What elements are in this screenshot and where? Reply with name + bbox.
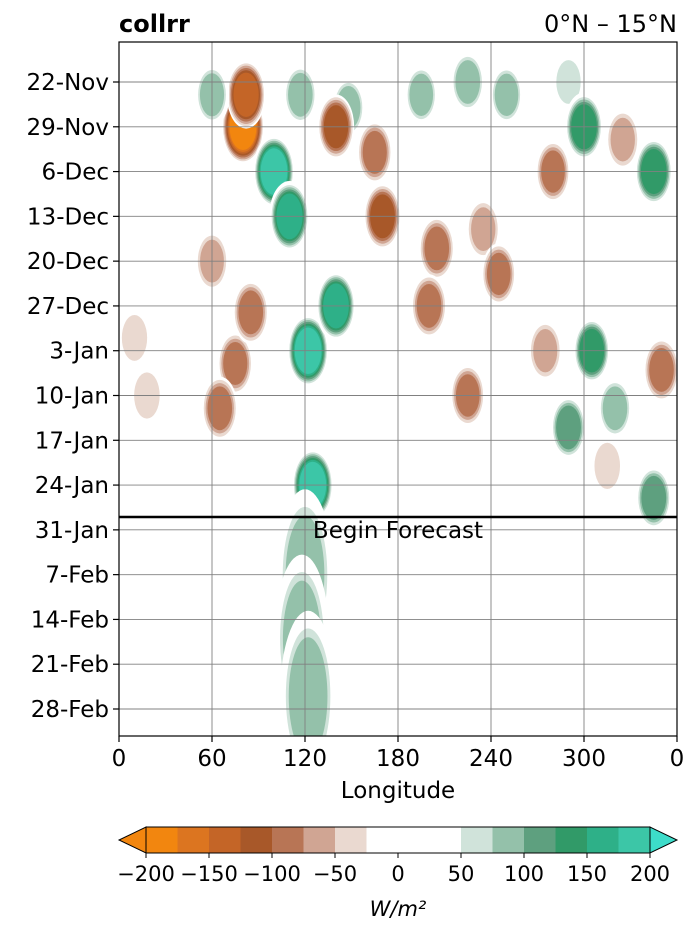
x-tick-label-1: 60 [197,746,226,772]
anomaly-blob-42-level-3 [288,637,328,736]
anomaly-blob-12-level-3 [362,130,387,174]
colorbar-segment-14 [587,827,619,853]
colorbar-tick-label-0: −200 [117,862,175,886]
colorbar-tick-label-4: 0 [391,862,404,886]
anomaly-blob-27-level-3 [223,341,248,386]
colorbar-segment-9 [429,827,462,853]
anomaly-blob-14-level-3 [409,73,434,116]
colorbar-tick-label-6: 100 [504,862,544,886]
x-tick-label-4: 240 [469,746,513,772]
colorbar-segment-2 [209,827,241,853]
anomaly-blob-30-level-1 [121,315,148,361]
anomaly-blob-28-level-3 [238,290,264,335]
colorbar-segment-3 [240,827,273,853]
colorbar-segment-1 [177,827,210,853]
y-tick-label-7: 10-Jan [35,384,109,410]
colorbar-segment-15 [618,827,651,853]
colorbar: −200 −150 −100 −50 0 50 100 150 200 [117,826,679,886]
colorbar-tick-label-2: −100 [243,862,301,886]
x-tick-label-2: 120 [283,746,327,772]
anomaly-blob-25-level-3 [486,252,511,296]
y-tick-label-13: 21-Feb [31,652,109,678]
x-tick-label-6: 0 [670,746,685,772]
anomaly-blob-29-level-3 [207,386,233,431]
colorbar-tick-label-7: 150 [567,862,607,886]
anomaly-blob-36-level-3 [602,386,628,431]
y-tick-label-11: 7-Feb [45,563,109,589]
anomaly-blob-39-level-4 [641,475,667,520]
colorbar-segment-7 [366,827,399,853]
anomaly-blob-23-level-2 [471,207,496,252]
colorbar-segment-0 [146,827,178,853]
colorbar-tick-label-8: 200 [630,862,670,886]
anomaly-blob-35-level-4 [556,405,581,450]
x-tick-label-3: 180 [376,746,420,772]
colorbar-segment-11 [492,827,525,853]
y-tick-label-4: 20-Dec [27,249,109,275]
colorbar-segment-8 [398,827,430,853]
forecast-label: Begin Forecast [313,518,483,544]
y-tick-label-2: 6-Dec [42,160,109,186]
chart-region-label: 0°N – 15°N [544,10,677,38]
colorbar-segment-6 [335,827,367,853]
anomaly-blob-45-level-1 [447,506,488,631]
colorbar-tick-label-1: −150 [180,862,238,886]
forecast-marker: Begin Forecast [119,515,677,544]
anomaly-blob-47-level-0 [428,622,476,736]
x-tick-label-5: 300 [562,746,606,772]
y-tick-label-6: 3-Jan [49,339,109,365]
y-tick-label-3: 13-Dec [27,204,109,230]
anomaly-blob-20-level-2 [610,117,635,162]
grid [119,42,677,736]
colorbar-label: W/m² [370,897,427,921]
anomaly-blob-22-level-3 [424,226,450,271]
colorbar-segment-12 [524,827,556,853]
anomaly-blob-37-level-3 [649,348,674,392]
colorbar-segment-10 [461,827,493,853]
colorbar-segment-4 [272,827,304,853]
y-axis-ticks: 22-Nov 29-Nov 6-Dec 13-Dec 20-Dec 27-Dec 3-Jan… [27,70,119,723]
anomaly-blob-38-level-1 [594,442,621,489]
anomaly-field [119,50,677,736]
colorbar-segment-5 [303,827,336,853]
anomaly-blob-1-level-5 [233,72,259,117]
colorbar-tick-label-3: −50 [313,862,357,886]
colorbar-segment-13 [555,827,588,853]
x-axis-ticks: 0 60 120 180 240 300 0 [112,736,685,772]
colorbar-extend-max [649,826,679,854]
y-tick-label-10: 31-Jan [35,518,109,544]
colorbar-label-text: W/m² [370,897,427,921]
y-tick-label-0: 22-Nov [27,70,109,96]
anomaly-blob-16-level-3 [494,73,519,116]
y-tick-label-12: 14-Feb [31,607,109,633]
chart-title: collrr [119,10,190,38]
x-axis-label: Longitude [341,778,455,804]
y-tick-label-9: 24-Jan [35,473,109,499]
x-tick-label-0: 0 [112,746,127,772]
y-tick-label-5: 27-Dec [27,294,109,320]
colorbar-extend-min [117,826,147,854]
anomaly-blob-9-level-3 [288,72,313,117]
y-tick-label-1: 29-Nov [27,115,109,141]
colorbar-tick-label-5: 50 [448,862,475,886]
y-tick-label-14: 28-Feb [31,697,109,723]
y-tick-label-8: 17-Jan [35,428,109,454]
